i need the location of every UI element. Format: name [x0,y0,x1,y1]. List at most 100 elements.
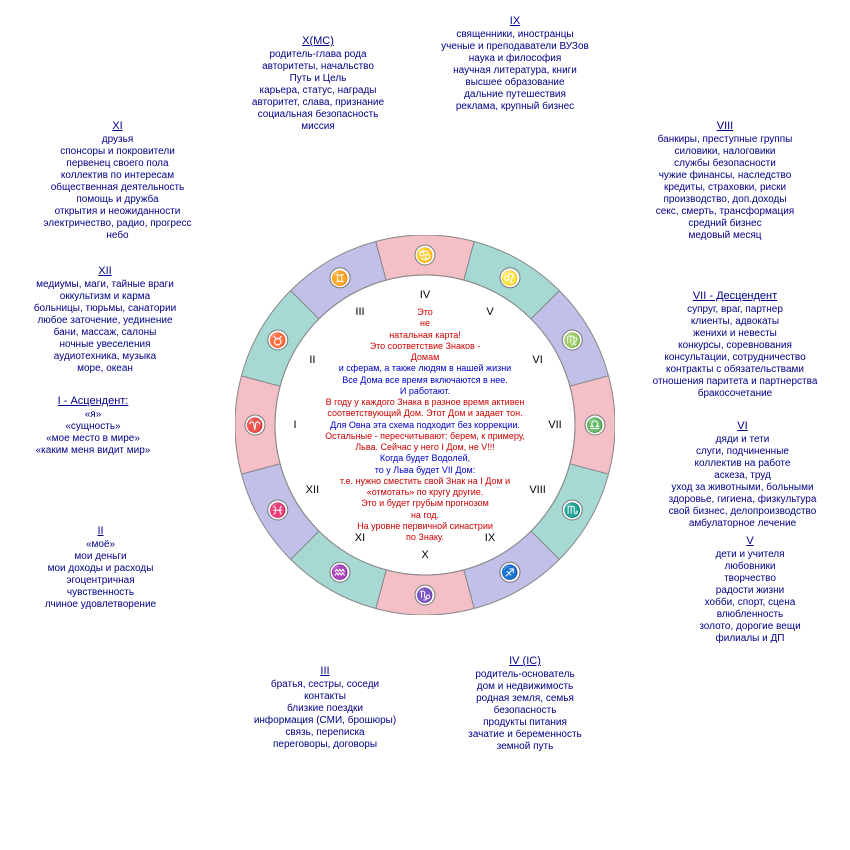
house-line: наука и философия [415,53,615,65]
house-line: дальние путешествия [415,89,615,101]
zodiac-glyph-icon: ♊ [331,270,348,287]
zodiac-glyph-icon: ♉ [269,332,286,349]
house-line: электричество, радио, прогресс [20,218,215,230]
center-line: соответствующий Дом. Этот Дом и задает т… [305,408,545,419]
house-line: общественная деятельность [20,182,215,194]
house-line: амбулаторное лечение [640,518,845,530]
house-line: службы безопасности [615,158,835,170]
house-line: золото, дорогие вещи [660,621,840,633]
house-line: «каким меня видит мир» [18,445,168,457]
house-line: родитель-глава рода [228,49,408,61]
roman-I: I [293,419,296,431]
house-line: влюбленность [660,609,840,621]
house-title: II [18,525,183,538]
house-title: I - Асцендент: [18,395,168,408]
house-title: VIII [615,120,835,133]
house-block-h12: XIIмедиумы, маги, тайные врагиоккультизм… [5,265,205,375]
house-line: безопасность [430,705,620,717]
house-line: любое заточение, уединение [5,315,205,327]
center-line: Для Овна эта схема подходит без коррекци… [305,419,545,430]
house-line: аскеза, труд [640,470,845,482]
house-block-h6: VIдяди и тетислуги, подчиненныеколлектив… [640,420,845,530]
roman-IV: IV [420,289,430,301]
house-line: силовики, налоговики [615,146,835,158]
center-line: не [305,318,545,329]
house-line: спонсоры и покровители [20,146,215,158]
house-line: миссия [228,121,408,133]
house-line: филиалы и ДП [660,633,840,645]
house-block-h9: IXсвященники, иностранцыученые и препода… [415,15,615,113]
roman-XII: XII [306,484,319,496]
house-line: консультации, сотрудничество [625,352,845,364]
roman-XI: XI [355,532,365,544]
house-line: творчество [660,573,840,585]
center-line: Домам [305,352,545,363]
house-line: производство, доп.доходы [615,194,835,206]
house-line: конкурсы, соревнования [625,340,845,352]
house-title: X(МС) [228,35,408,48]
roman-IX: IX [485,532,495,544]
roman-VI: VI [532,354,542,366]
house-line: карьера, статус, награды [228,85,408,97]
center-line: по Знаку. [305,532,545,543]
house-line: лчиное удовлетворение [18,599,183,611]
house-line: супруг, враг, партнер [625,304,845,316]
house-line: друзья [20,134,215,146]
center-line: В году у каждого Знака в разное время ак… [305,397,545,408]
house-line: кредиты, страховки, риски [615,182,835,194]
house-line: связь, переписка [235,727,415,739]
house-block-h1: I - Асцендент:«я»«сущность»«мое место в … [18,395,168,457]
house-line: Путь и Цель [228,73,408,85]
center-line: И работают. [305,386,545,397]
house-title: IV (IC) [430,655,620,668]
house-block-h3: IIIбратья, сестры, соседиконтактыблизкие… [235,665,415,751]
house-line: земной путь [430,741,620,753]
house-line: медовый месяц [615,230,835,242]
house-line: слуги, подчиненные [640,446,845,458]
house-line: больницы, тюрьмы, санатории [5,303,205,315]
house-line: «сущность» [18,421,168,433]
zodiac-glyph-icon: ♌ [501,270,518,287]
house-line: аудиотехника, музыка [5,351,205,363]
center-line: и сферам, а также людям в нашей жизни [305,363,545,374]
house-title: XII [5,265,205,278]
house-line: уход за животными, больными [640,482,845,494]
house-block-h4: IV (IC)родитель-основательдом и недвижим… [430,655,620,753]
house-line: дети и учителя [660,549,840,561]
center-line: Остальные - пересчитывают: берем, к прим… [305,431,545,442]
center-line: Все Дома все время включаются в нее. [305,374,545,385]
house-line: дом и недвижимость [430,681,620,693]
zodiac-glyph-icon: ♓ [269,502,286,519]
house-line: бани, массаж, салоны [5,327,205,339]
house-line: контракты с обязательствами [625,364,845,376]
house-title: VII - Десцендент [625,290,845,303]
house-line: небо [20,230,215,242]
house-line: информация (СМИ, брошюры) [235,715,415,727]
roman-III: III [355,306,364,318]
zodiac-glyph-icon: ♏ [564,502,581,519]
house-line: мои доходы и расходы [18,563,183,575]
roman-VII: VII [548,419,561,431]
zodiac-glyph-icon: ♈ [246,417,263,434]
house-line: переговоры, договоры [235,739,415,751]
center-line: «отмотать» по кругу другие. [305,487,545,498]
house-line: «мое место в мире» [18,433,168,445]
house-block-h11: XIдрузьяспонсоры и покровителипервенец с… [20,120,215,242]
house-line: чувственность [18,587,183,599]
center-line: то у Льва будет VII Дом: [305,464,545,475]
house-block-h5: Vдети и учителялюбовникитворчестворадост… [660,535,840,645]
house-block-h2: II«моё»мои деньгимои доходы и расходыэго… [18,525,183,611]
house-block-h7: VII - Десцендентсупруг, враг, партнеркли… [625,290,845,400]
center-line: Это [305,307,545,318]
house-line: коллектив на работе [640,458,845,470]
center-line: Это соответствие Знаков - [305,341,545,352]
house-line: ученые и преподаватели ВУЗов [415,41,615,53]
house-line: банкиры, преступные группы [615,134,835,146]
house-line: высшее образование [415,77,615,89]
zodiac-glyph-icon: ♑ [416,587,433,604]
house-line: клиенты, адвокаты [625,316,845,328]
center-line: т.е. нужно сместить свой Знак на I Дом и [305,476,545,487]
house-title: XI [20,120,215,133]
house-line: чужие финансы, наследство [615,170,835,182]
house-line: помощь и дружба [20,194,215,206]
